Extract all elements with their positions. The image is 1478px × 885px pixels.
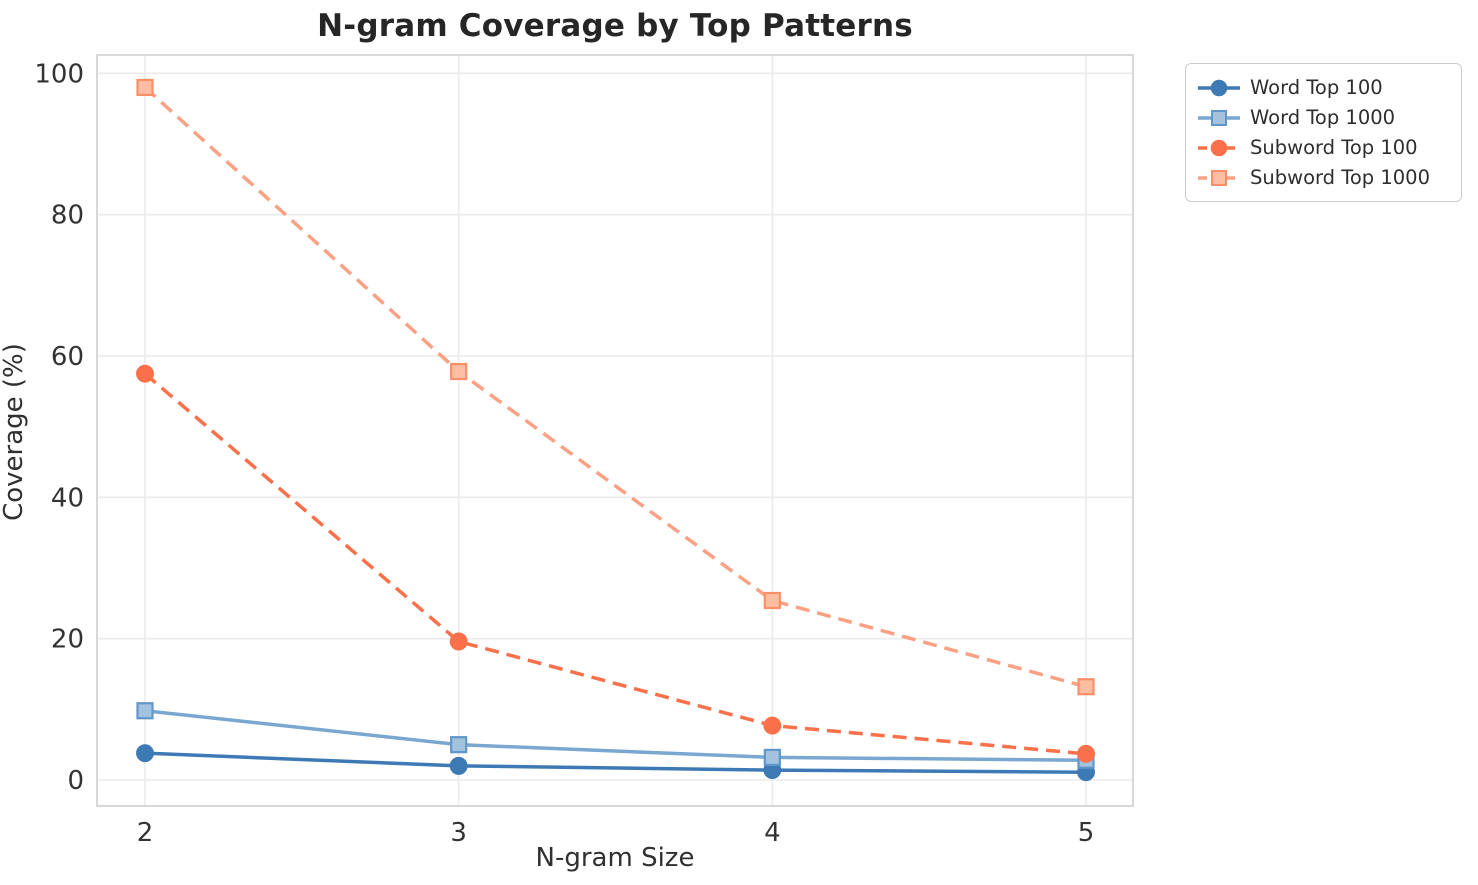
data-point-subword-top-100: [763, 716, 782, 735]
data-point-word-top-100: [449, 756, 468, 775]
data-point-word-top-1000: [450, 736, 468, 754]
y-tick-label: 40: [51, 483, 84, 513]
x-tick-label: 5: [1078, 818, 1095, 848]
data-point-subword-top-100: [136, 364, 154, 383]
legend-label: Word Top 1000: [1250, 106, 1396, 129]
x-tick-label: 4: [764, 818, 781, 848]
data-point-word-top-1000: [136, 702, 154, 720]
y-tick-label: 0: [67, 766, 84, 796]
legend-swatch-circle-icon: [1198, 79, 1240, 96]
y-tick-label: 80: [51, 201, 84, 231]
legend-item-subword-top-1000: Subword Top 1000: [1196, 164, 1449, 191]
y-tick-label: 60: [51, 342, 84, 372]
series-line-subword-top-1000: [143, 86, 1087, 689]
x-axis-label: N-gram Size: [535, 843, 695, 873]
legend-item-word-top-1000: Word Top 1000: [1196, 104, 1449, 131]
legend-swatch-circle-icon: [1198, 139, 1240, 156]
plot-border: [96, 54, 1134, 807]
legend-label: Subword Top 100: [1250, 136, 1418, 159]
legend: Word Top 100 Word Top 1000 Subword Top 100…: [1185, 63, 1462, 202]
legend-swatch-square-icon: [1198, 169, 1240, 186]
y-tick-label: 100: [34, 59, 84, 89]
data-point-subword-top-100: [449, 632, 468, 651]
data-point-subword-top-1000: [136, 78, 154, 97]
data-point-subword-top-1000: [763, 591, 781, 610]
data-point-subword-top-1000: [1077, 678, 1095, 696]
y-tick-label: 20: [51, 625, 84, 655]
data-point-subword-top-1000: [450, 362, 468, 381]
series-line-word-top-1000: [144, 709, 1087, 762]
data-point-word-top-1000: [763, 748, 781, 766]
x-tick-label: 2: [137, 818, 154, 848]
series-line-word-top-100: [144, 751, 1087, 774]
series-line-subword-top-100: [143, 372, 1087, 756]
legend-label: Word Top 100: [1250, 76, 1383, 99]
chart-title: N-gram Coverage by Top Patterns: [317, 8, 913, 44]
data-point-subword-top-100: [1077, 744, 1095, 763]
legend-label: Subword Top 1000: [1250, 166, 1430, 189]
data-point-word-top-100: [136, 744, 154, 763]
x-tick-label: 3: [450, 818, 467, 848]
legend-item-word-top-100: Word Top 100: [1196, 74, 1449, 101]
legend-item-subword-top-100: Subword Top 100: [1196, 134, 1449, 161]
legend-swatch-square-icon: [1198, 109, 1240, 126]
